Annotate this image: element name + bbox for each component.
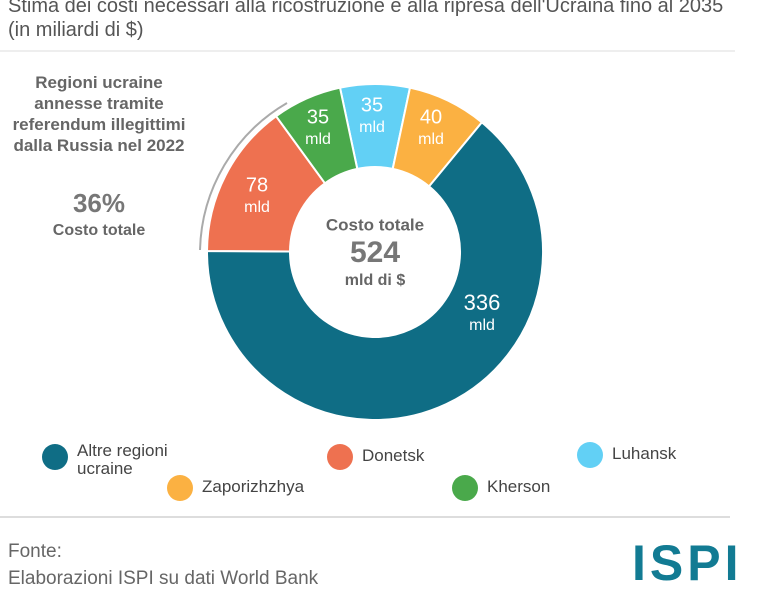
center-caption: Costo totale xyxy=(326,215,424,234)
source: Elaborazioni ISPI su dati World Bank xyxy=(8,568,319,589)
legend-swatch xyxy=(327,444,353,470)
chart-title: Stima dei costi necessari alla ricostruz… xyxy=(8,0,724,41)
value-label: 336 xyxy=(464,290,501,315)
donut-slice xyxy=(274,86,359,185)
annotation: Regioni ucraine annesse tramite referend… xyxy=(12,73,186,155)
legend-swatch xyxy=(577,442,603,468)
legend-label: Altre regioni ucraine xyxy=(77,441,168,478)
annotation-caption: Costo totale xyxy=(52,222,146,239)
legend-label: Luhansk xyxy=(612,444,677,463)
value-label: 78 xyxy=(246,174,268,196)
legend-label: Zaporizhzhya xyxy=(202,477,305,496)
value-unit: mld xyxy=(469,317,495,334)
legend-swatch xyxy=(452,475,478,501)
legend-swatch xyxy=(167,475,193,501)
legend-label: Donetsk xyxy=(362,446,425,465)
logo: ISPI xyxy=(632,535,743,591)
bracket xyxy=(199,102,288,251)
value-label: 40 xyxy=(420,106,442,128)
legend-swatch xyxy=(42,444,68,470)
center-total: 524 xyxy=(350,236,400,269)
donut-slice xyxy=(206,120,544,421)
value-label: 35 xyxy=(307,106,329,128)
value-label: 35 xyxy=(361,94,383,116)
value-unit: mld xyxy=(305,131,331,148)
source-label: Fonte: xyxy=(8,541,62,562)
value-unit: mld xyxy=(359,119,385,136)
annotation-share: 36% xyxy=(72,188,126,218)
center-unit: mld di $ xyxy=(345,272,406,289)
value-unit: mld xyxy=(418,131,444,148)
value-unit: mld xyxy=(244,199,270,216)
legend-label: Kherson xyxy=(487,477,551,496)
